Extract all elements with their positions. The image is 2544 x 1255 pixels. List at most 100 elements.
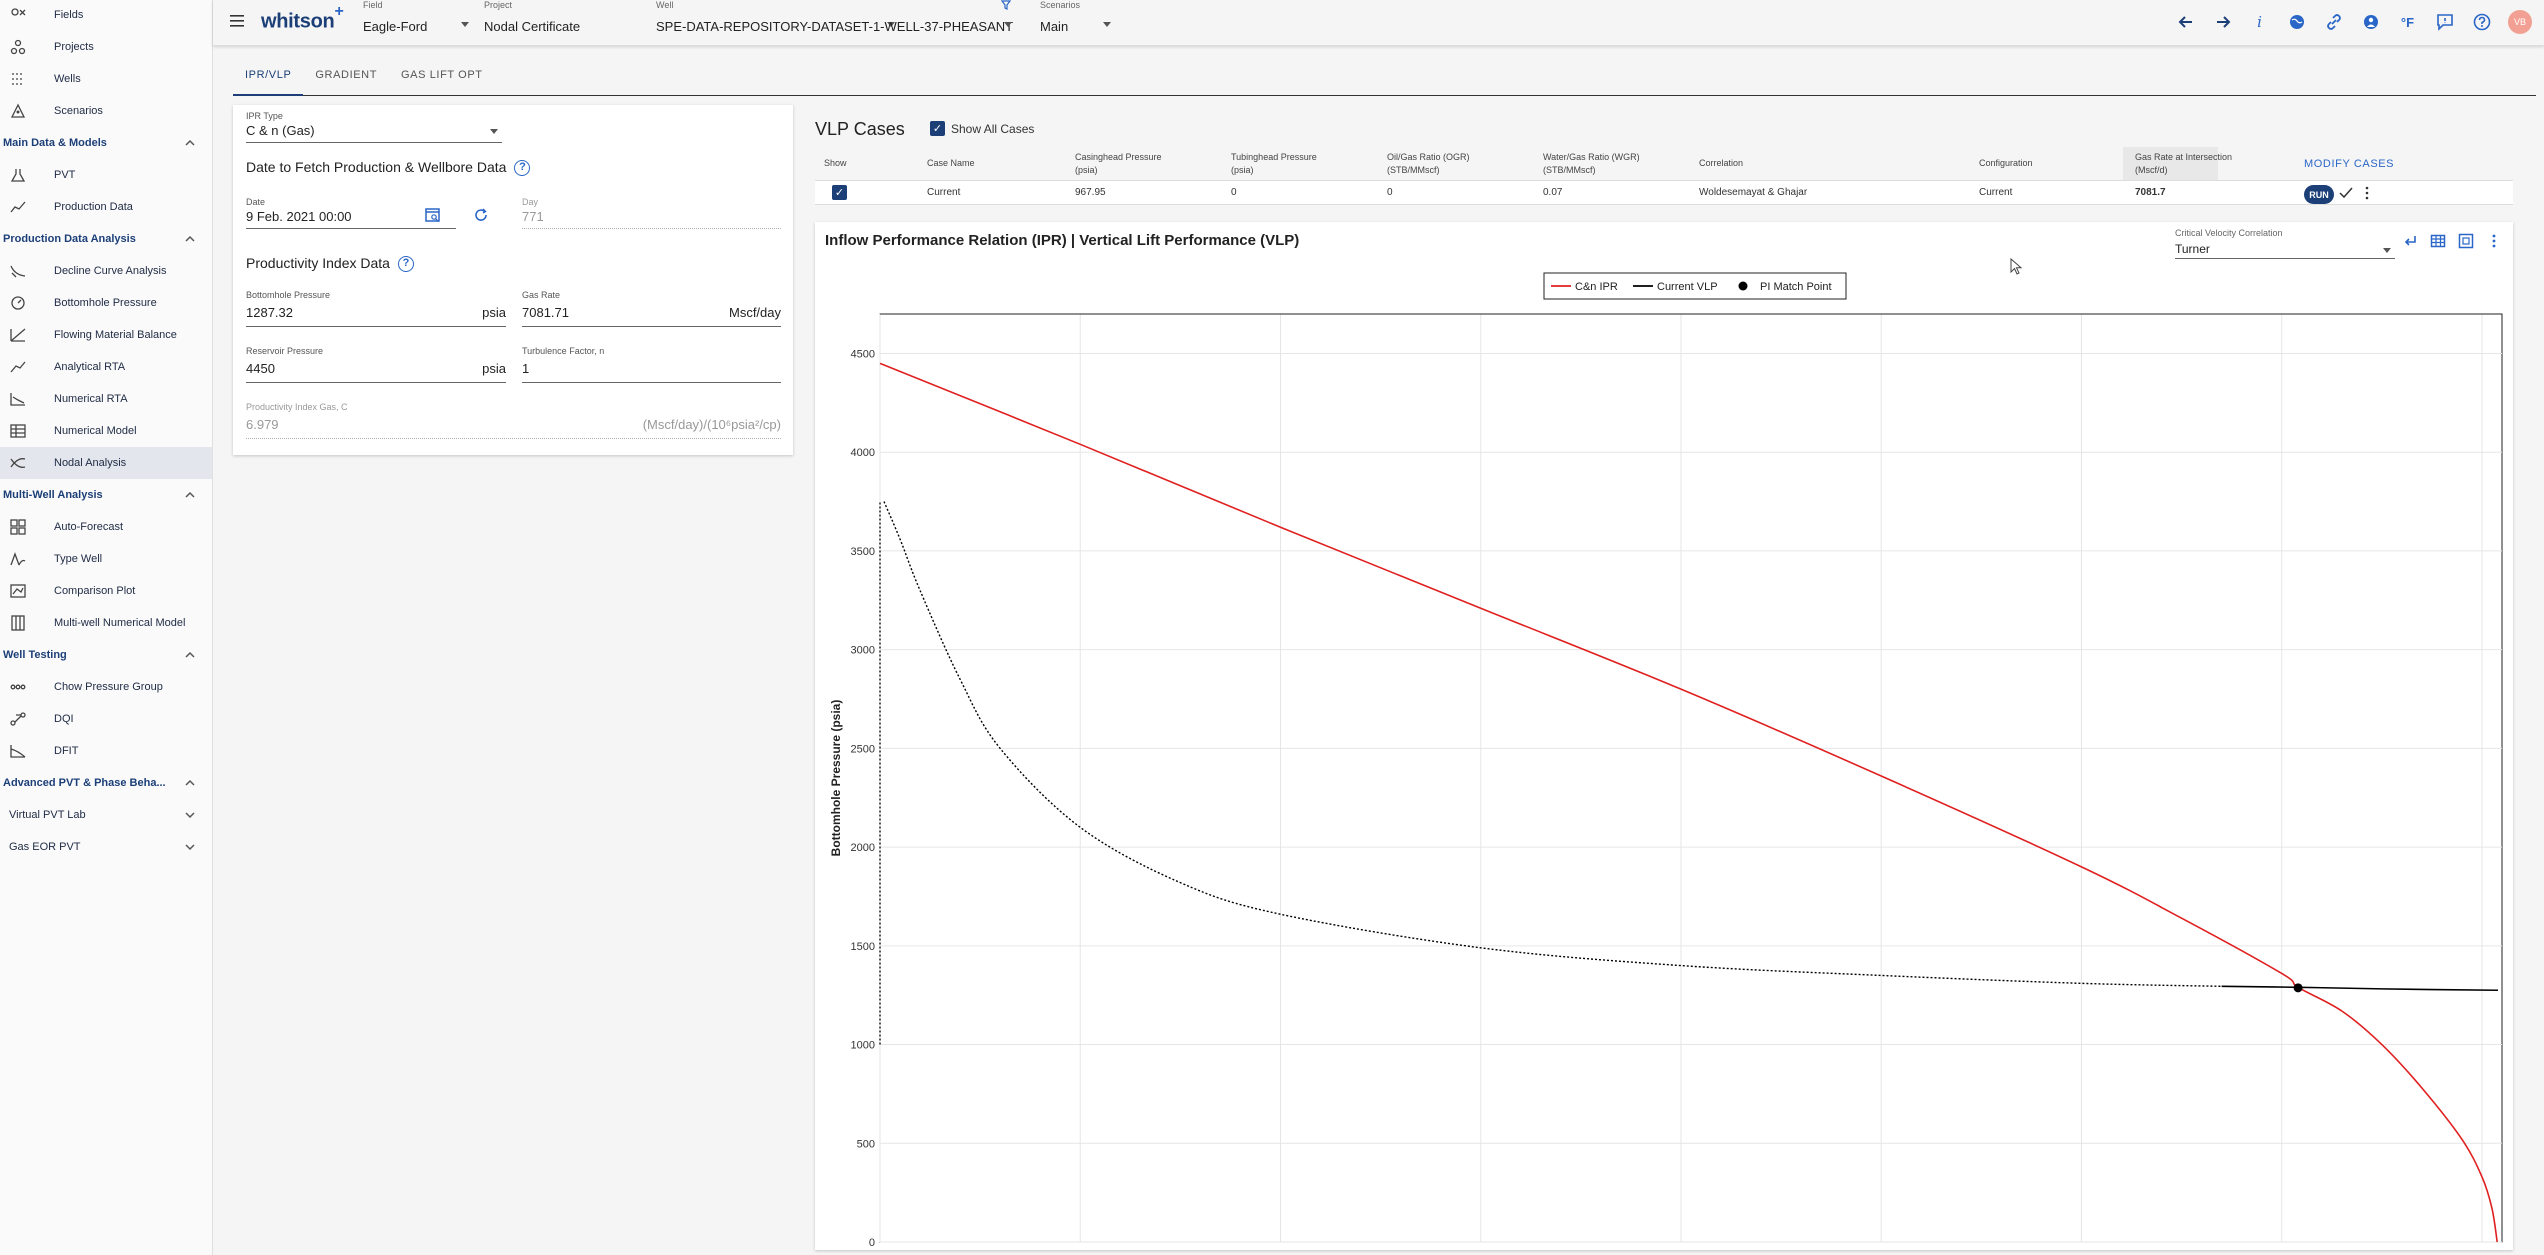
sidebar-item-decline-curve-analysis[interactable]: Decline Curve Analysis [0, 255, 212, 287]
feedback-icon[interactable] [2430, 8, 2459, 36]
field-select[interactable]: Field Eagle-Ford [363, 0, 473, 40]
help-icon[interactable]: ? [397, 256, 414, 273]
sidebar-item-dfit[interactable]: DFIT [0, 735, 212, 767]
sidebar-item-analytical-rta[interactable]: Analytical RTA [0, 351, 212, 383]
sidebar-item-type-well[interactable]: Type Well [0, 543, 212, 575]
sidebar-item-chow-pressure-group[interactable]: Chow Pressure Group [0, 671, 212, 703]
show-all-cases-checkbox[interactable]: ✓ Show All Cases [930, 121, 1034, 136]
info-icon[interactable]: i [2257, 13, 2262, 31]
sidebar-section-title: Advanced PVT & Phase Beha... [3, 777, 166, 789]
more-vert-icon[interactable] [2485, 232, 2503, 250]
turbulence-factor-field[interactable]: Turbulence Factor, n 1 [522, 346, 781, 384]
app-logo[interactable]: whitson+ [261, 3, 344, 33]
dfit-icon [8, 743, 28, 759]
sidebar-item-multi-well-numerical-model[interactable]: Multi-well Numerical Model [0, 607, 212, 639]
sidebar-item-production-data[interactable]: Production Data [0, 191, 212, 223]
column-header-chp: Casinghead Pressure (psia) [1075, 152, 1162, 175]
sidebar-section-header[interactable]: Advanced PVT & Phase Beha... [0, 767, 212, 799]
sidebar-item-label: Production Data [54, 201, 133, 213]
ipr-type-select[interactable]: IPR Type C & n (Gas) [246, 111, 502, 148]
cell-thp: 0 [1231, 187, 1237, 198]
sidebar-item-scenarios[interactable]: Scenarios [0, 95, 212, 127]
sidebar-item-label: Multi-well Numerical Model [54, 617, 186, 629]
scenarios-select[interactable]: Scenarios Main [1040, 0, 1115, 40]
gas-rate-field[interactable]: Gas Rate 7081.71 Mscf/day [522, 290, 781, 328]
x-tick-label: 1000 [1068, 1249, 1092, 1250]
chevron-down-icon [461, 22, 469, 27]
sidebar-section-header[interactable]: Production Data Analysis [0, 223, 212, 255]
fahrenheit-icon[interactable]: °F [2400, 14, 2415, 30]
run-button[interactable]: RUN [2304, 185, 2334, 204]
wells-icon [8, 71, 28, 87]
sidebar-section-header[interactable]: Well Testing [0, 639, 212, 671]
modify-cases-button[interactable]: MODIFY CASES [2304, 158, 2395, 170]
back-arrow-icon[interactable] [2171, 8, 2200, 36]
cell-wgr: 0.07 [1543, 187, 1563, 198]
sidebar-item-pvt[interactable]: PVT [0, 159, 212, 191]
table-icon[interactable] [2429, 232, 2447, 250]
bhp-field[interactable]: Bottomhole Pressure 1287.32 psia [246, 290, 506, 328]
more-vert-icon[interactable] [2361, 186, 2373, 200]
link-icon[interactable] [2319, 8, 2348, 36]
sidebar-section-header[interactable]: Main Data & Models [0, 127, 212, 159]
material-balance-icon [8, 327, 28, 343]
sidebar-item-label: Projects [54, 41, 94, 53]
calendar-search-icon[interactable] [425, 207, 441, 223]
avatar[interactable]: VB [2508, 10, 2532, 34]
sidebar-item-comparison-plot[interactable]: Comparison Plot [0, 575, 212, 607]
type-well-icon [8, 551, 28, 567]
enter-arrow-icon[interactable] [2401, 232, 2419, 250]
sidebar-item-flowing-material-balance[interactable]: Flowing Material Balance [0, 319, 212, 351]
sidebar-item-dqi[interactable]: DQI [0, 703, 212, 735]
topbar: whitson+ Field Eagle-Ford Project Nodal … [213, 0, 2544, 46]
table-header: Show Case Name Casinghead Pressure (psia) Tu… [815, 147, 2513, 181]
fit-screen-icon[interactable] [2457, 232, 2475, 250]
tab-ipr-vlp[interactable]: IPR/VLP [233, 60, 304, 96]
tab-gas-lift-opt[interactable]: GAS LIFT OPT [401, 69, 483, 81]
y-tick-label: 3000 [851, 645, 875, 657]
column-header-corr: Correlation [1699, 158, 1744, 168]
globe-icon[interactable] [2282, 8, 2311, 36]
cell-gas: 7081.7 [2135, 187, 2166, 198]
sidebar-item-fields[interactable]: Fields [0, 0, 212, 31]
pi-match-point [2293, 983, 2303, 993]
currency-icon[interactable] [2356, 8, 2385, 36]
sidebar-item-label: Fields [54, 9, 84, 21]
help-icon[interactable] [2467, 8, 2496, 36]
sidebar-item-label: DFIT [54, 745, 79, 757]
critical-velocity-select[interactable]: Critical Velocity Correlation Turner [2175, 226, 2395, 259]
refresh-icon[interactable] [473, 207, 489, 223]
filter-icon[interactable] [1001, 0, 1011, 10]
sidebar-item-nodal-analysis[interactable]: Nodal Analysis [0, 447, 212, 479]
sidebar-subsection[interactable]: Gas EOR PVT [0, 831, 212, 863]
chevron-up-icon [185, 139, 195, 146]
trend-icon [8, 359, 28, 375]
vlp-curve-dotted [883, 501, 2222, 988]
help-icon[interactable]: ? [514, 160, 531, 177]
flask-icon [8, 167, 28, 183]
sidebar-item-projects[interactable]: Projects [0, 31, 212, 63]
sidebar-subsection[interactable]: Virtual PVT Lab [0, 799, 212, 831]
sidebar-section-header[interactable]: Multi-Well Analysis [0, 479, 212, 511]
tab-gradient[interactable]: GRADIENT [315, 69, 378, 81]
reservoir-pressure-field[interactable]: Reservoir Pressure 4450 psia [246, 346, 506, 384]
date-field[interactable]: Date 9 Feb. 2021 00:00 [246, 197, 506, 235]
forward-arrow-icon[interactable] [2208, 8, 2237, 36]
sidebar-item-numerical-rta[interactable]: Numerical RTA [0, 383, 212, 415]
sidebar-item-bottomhole-pressure[interactable]: Bottomhole Pressure [0, 287, 212, 319]
dqi-icon [8, 711, 28, 727]
chevron-down-icon [185, 812, 195, 819]
sidebar-item-wells[interactable]: Wells [0, 63, 212, 95]
cell-corr: Woldesemayat & Ghajar [1699, 187, 1808, 198]
project-select[interactable]: Project Nodal Certificate [484, 0, 895, 40]
check-icon [2339, 187, 2353, 199]
y-axis-label: Bottomhole Pressure (psia) [829, 700, 843, 857]
row-show-checkbox[interactable]: ✓ [832, 185, 847, 200]
hamburger-menu-icon[interactable] [229, 12, 247, 30]
multiwell-model-icon [8, 615, 28, 631]
well-select[interactable]: Well SPE-DATA-REPOSITORY-DATASET-1-WELL-… [656, 0, 1014, 34]
sidebar-item-numerical-model[interactable]: Numerical Model [0, 415, 212, 447]
sidebar-item-auto-forecast[interactable]: Auto-Forecast [0, 511, 212, 543]
